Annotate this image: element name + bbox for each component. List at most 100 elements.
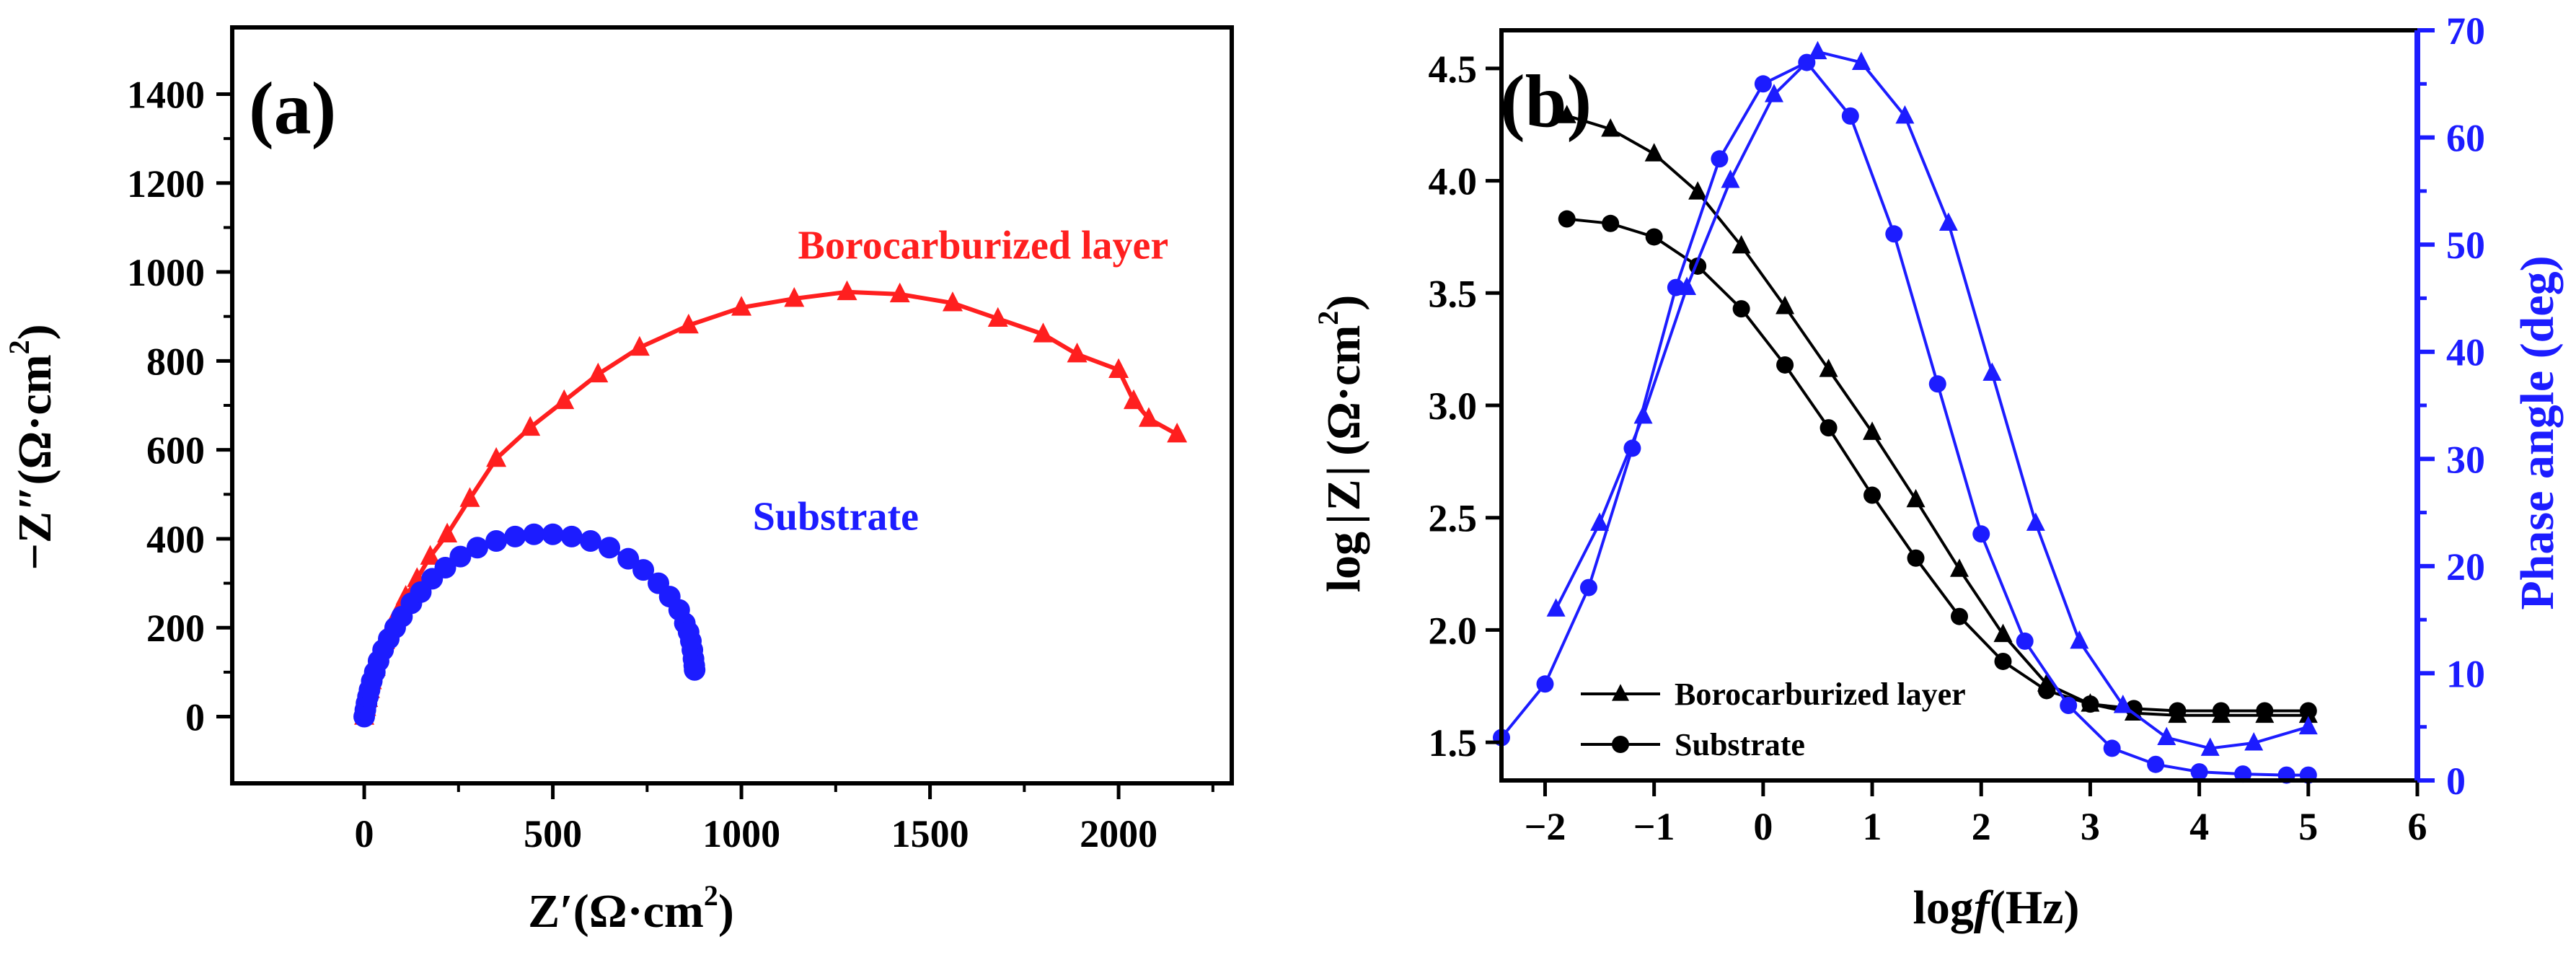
- sub-modulus-point: [2081, 695, 2099, 713]
- boro-phase-point: [1546, 598, 1566, 617]
- borocarburized-point: [889, 282, 910, 303]
- y-tick-label-left-b: 3.0: [1429, 384, 1478, 428]
- borocarburized-point: [1124, 389, 1144, 410]
- sub-phase-point: [2060, 697, 2078, 714]
- x-tick-label-b: 2: [1972, 805, 1991, 848]
- borocarburized-point: [588, 362, 609, 383]
- axis-ticks-a: 0 500 1000 1500 2000 0 200 400 600 800 1000 1200 140…: [127, 73, 1214, 855]
- substrate-point: [449, 545, 472, 568]
- x-tick-label-b: 4: [2189, 805, 2209, 848]
- boro-phase-point: [1808, 40, 1827, 60]
- y-tick-label-left-b: 4.0: [1429, 160, 1478, 203]
- boro-modulus-point: [1993, 623, 2013, 643]
- plot-frame-b: [1499, 28, 2420, 783]
- x-tick-label-b: 0: [1753, 805, 1773, 848]
- y-tick-label-left-b: 1.5: [1429, 721, 1478, 765]
- y-tick-label-left-b: 2.5: [1429, 497, 1478, 540]
- y-tick-label-right-b: 50: [2446, 224, 2485, 267]
- boro-phase-point: [1633, 405, 1653, 424]
- sub-modulus-point: [1951, 607, 1968, 625]
- series-line-boro-phase: [1554, 50, 2309, 750]
- svg-text:log|Z|(Ω·cm2): log|Z|(Ω·cm2): [1312, 295, 1370, 593]
- panel-a: 0 500 1000 1500 2000 0 200 400 600 800 1000 1200 140…: [3, 25, 1234, 938]
- boro-phase-point: [2113, 695, 2132, 713]
- sub-phase-point: [1798, 53, 1816, 71]
- borocarburized-point: [1108, 358, 1129, 378]
- boro-modulus-point: [1776, 296, 1795, 314]
- borocarburized-point: [784, 286, 805, 307]
- borocarburized-point: [420, 545, 441, 565]
- y-tick-label-left-b: 4.5: [1429, 48, 1478, 91]
- borocarburized-point: [1067, 343, 1088, 363]
- boro-modulus-point: [1732, 234, 1751, 254]
- substrate-point: [632, 559, 655, 581]
- substrate-point: [579, 530, 601, 553]
- series-label-substrate: Substrate: [753, 495, 919, 540]
- sub-phase-point: [2147, 755, 2165, 773]
- y-axis-label-right-b: Phase angle (deg): [2511, 255, 2564, 609]
- boro-modulus-point: [1819, 358, 1838, 377]
- panel-b: −2 −1 0 1 2 3 4 5 6 1.5 2.0 2.5 3.0 3.5 4.0 4.5 0 10 20 30 4…: [1312, 9, 2564, 934]
- substrate-point: [684, 659, 706, 681]
- data-a: [353, 280, 1188, 728]
- boro-modulus-point: [1950, 558, 1969, 577]
- y-tick-label-right-b: 70: [2446, 9, 2485, 53]
- series-line-boro-modulus: [1566, 114, 2308, 717]
- sub-modulus-point: [1776, 356, 1794, 374]
- y-tick-label-right-b: 40: [2446, 331, 2485, 374]
- x-axis-label-b: logf(Hz): [1913, 881, 2080, 934]
- substrate-point: [523, 523, 545, 545]
- borocarburized-point: [1033, 322, 1054, 343]
- panel-label-a: (a): [249, 67, 336, 150]
- x-tick-label-a: 1500: [891, 812, 969, 855]
- borocarburized-point: [486, 446, 507, 467]
- series-line-sub-phase: [1500, 61, 2308, 777]
- boro-modulus-point: [1906, 488, 1926, 508]
- boro-phase-point: [2070, 630, 2089, 649]
- borocarburized-point: [678, 313, 699, 334]
- boro-modulus-point: [1601, 118, 1620, 137]
- borocarburized-point: [837, 280, 857, 301]
- substrate-point: [504, 525, 526, 547]
- borocarburized-point: [437, 522, 458, 543]
- data-b: [1493, 40, 2318, 784]
- sub-phase-point: [1667, 278, 1685, 296]
- y-tick-label-a: 400: [146, 518, 205, 561]
- substrate-point: [466, 537, 488, 559]
- boro-phase-point: [1851, 51, 1871, 71]
- y-tick-label-right-b: 10: [2446, 652, 2485, 695]
- boro-phase-point: [1938, 212, 1958, 231]
- sub-modulus-point: [2299, 702, 2317, 720]
- sub-modulus-point: [2037, 682, 2055, 700]
- substrate-point: [617, 547, 640, 570]
- boro-phase-point: [2244, 732, 2264, 751]
- sub-phase-point: [1623, 439, 1641, 457]
- y-tick-label-a: 600: [146, 429, 205, 472]
- legend-label: Borocarburized layer: [1675, 677, 1966, 712]
- boro-phase-point: [1590, 512, 1610, 531]
- boro-phase-point: [1764, 84, 1783, 102]
- x-tick-label-b: 1: [1863, 805, 1882, 848]
- substrate-point: [434, 557, 456, 579]
- borocarburized-point: [629, 335, 650, 356]
- y-tick-label-a: 200: [146, 607, 205, 650]
- legend-label: Substrate: [1675, 727, 1805, 762]
- y-tick-label-a: 1400: [127, 73, 205, 116]
- y-tick-label-a: 0: [185, 696, 205, 739]
- boro-phase-point: [1895, 105, 1915, 124]
- x-tick-label-b: 5: [2298, 805, 2318, 848]
- x-tick-label-b: 3: [2081, 805, 2100, 848]
- boro-modulus-point: [1644, 143, 1664, 162]
- substrate-point: [542, 523, 564, 545]
- boro-phase-point: [1982, 362, 2002, 381]
- x-axis-label-a: Z′(Ω·cm2): [528, 879, 734, 938]
- x-tick-label-a: 2000: [1080, 812, 1157, 855]
- borocarburized-point: [987, 307, 1008, 327]
- borocarburized-point: [942, 291, 963, 312]
- y-tick-label-right-b: 30: [2446, 438, 2485, 481]
- borocarburized-point: [1167, 422, 1188, 443]
- substrate-point: [599, 537, 621, 559]
- sub-phase-point: [1841, 107, 1859, 125]
- sub-phase-point: [1536, 675, 1554, 693]
